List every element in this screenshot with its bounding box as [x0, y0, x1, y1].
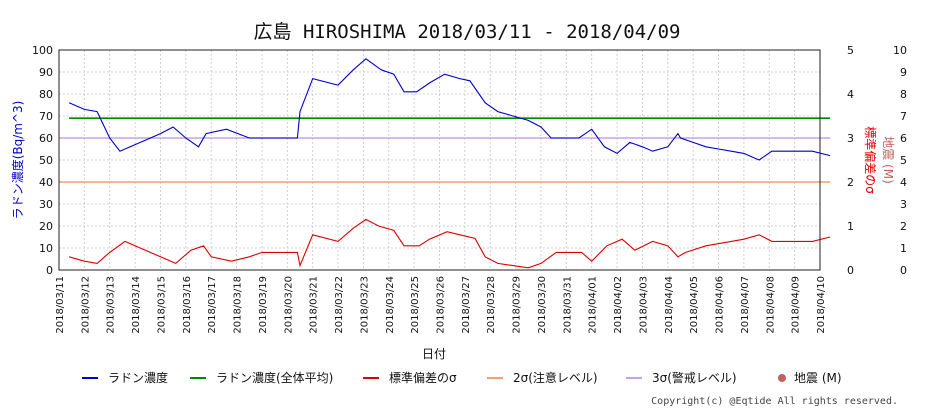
x-tick-label: 2018/03/22: [334, 276, 345, 334]
x-tick-label: 2018/04/09: [791, 276, 802, 334]
copyright-text: Copyright(c) @Eqtide All rights reserved…: [651, 396, 898, 407]
x-tick-label: 2018/03/28: [486, 276, 497, 334]
left-axis-ticks: 0 10 20 30 40 50 60 70 80 90 100: [32, 44, 53, 277]
left-tick-label: 20: [39, 220, 53, 233]
series-line-0: [68, 58, 831, 161]
legend-label-4: 3σ(警戒レベル): [652, 370, 737, 385]
left-tick-label: 40: [39, 176, 53, 189]
magnitude-tick-label: 4: [900, 176, 907, 189]
x-tick-label: 2018/04/02: [613, 276, 624, 334]
y-axis-label-left: ラドン濃度(Bq/m^3): [10, 101, 25, 220]
sigma-tick-label: 5: [847, 44, 854, 57]
x-tick-label: 2018/03/21: [309, 276, 320, 334]
legend-label-3: 2σ(注意レベル): [513, 370, 598, 385]
x-tick-label: 2018/04/05: [689, 276, 700, 334]
legend-label-0: ラドン濃度: [108, 370, 168, 385]
left-tick-label: 90: [39, 66, 53, 79]
legend: ラドン濃度 ラドン濃度(全体平均) 標準偏差のσ 2σ(注意レベル) 3σ(警戒レベル)…: [82, 370, 842, 385]
left-tick-label: 80: [39, 88, 53, 101]
x-tick-label: 2018/03/13: [106, 276, 117, 334]
grid: [58, 49, 821, 271]
x-axis-ticks: 2018/03/11 2018/03/12 2018/03/13 2018/03/14…: [55, 276, 827, 334]
x-tick-label: 2018/04/03: [638, 276, 649, 334]
x-axis-label: 日付: [422, 347, 446, 361]
left-tick-label: 60: [39, 132, 53, 145]
x-tick-label: 2018/04/08: [765, 276, 776, 334]
legend-label-5: 地震 (M): [794, 371, 842, 385]
left-tick-label: 50: [39, 154, 53, 167]
x-tick-label: 2018/03/19: [258, 276, 269, 334]
x-tick-label: 2018/03/25: [410, 276, 421, 334]
x-tick-label: 2018/03/29: [512, 276, 523, 334]
x-tick-label: 2018/04/04: [664, 276, 675, 334]
sigma-tick-label: 4: [847, 88, 854, 101]
x-tick-label: 2018/04/10: [816, 276, 827, 334]
series-line-2: [68, 218, 831, 269]
sigma-tick-label: 2: [847, 176, 854, 189]
left-tick-label: 30: [39, 198, 53, 211]
x-tick-label: 2018/04/01: [588, 276, 599, 334]
magnitude-tick-label: 5: [900, 154, 907, 167]
left-tick-label: 0: [46, 264, 53, 277]
legend-swatch-5: [778, 374, 786, 382]
x-tick-label: 2018/03/24: [385, 276, 396, 334]
x-tick-label: 2018/03/12: [80, 276, 91, 334]
magnitude-tick-label: 3: [900, 198, 907, 211]
left-tick-label: 70: [39, 110, 53, 123]
x-tick-label: 2018/03/26: [436, 276, 447, 334]
legend-label-1: ラドン濃度(全体平均): [216, 370, 333, 385]
x-tick-label: 2018/03/15: [156, 276, 167, 334]
x-tick-label: 2018/03/23: [359, 276, 370, 334]
x-tick-label: 2018/03/14: [131, 276, 142, 334]
x-tick-label: 2018/03/31: [562, 276, 573, 334]
y-axis-label-sigma: 標準偏差のσ: [863, 126, 878, 194]
magnitude-tick-label: 7: [900, 110, 907, 123]
x-tick-label: 2018/04/06: [715, 276, 726, 334]
reference-lines: [59, 117, 831, 183]
magnitude-tick-label: 1: [900, 242, 907, 255]
magnitude-tick-label: 0: [900, 264, 907, 277]
x-tick-label: 2018/04/07: [740, 276, 751, 334]
x-tick-label: 2018/03/16: [182, 276, 193, 334]
x-tick-label: 2018/03/17: [207, 276, 218, 334]
sigma-tick-label: 3: [847, 132, 854, 145]
left-tick-label: 10: [39, 242, 53, 255]
sigma-axis-ticks: 0 1 2 3 4 5: [847, 44, 854, 277]
x-tick-label: 2018/03/27: [461, 276, 472, 334]
sigma-tick-label: 1: [847, 220, 854, 233]
magnitude-tick-label: 8: [900, 88, 907, 101]
plot-frame: [58, 49, 821, 271]
x-tick-label: 2018/03/20: [283, 276, 294, 334]
magnitude-axis-ticks: 0 1 2 3 4 5 6 7 8 9 10: [893, 44, 907, 277]
x-tick-label: 2018/03/30: [537, 276, 548, 334]
magnitude-tick-label: 10: [893, 44, 907, 57]
series-lines: [68, 58, 831, 269]
magnitude-tick-label: 9: [900, 66, 907, 79]
x-tick-label: 2018/03/11: [55, 276, 66, 334]
sigma-tick-label: 0: [847, 264, 854, 277]
x-tick-label: 2018/03/18: [233, 276, 244, 334]
chart-title: 広島 HIROSHIMA 2018/03/11 - 2018/04/09: [254, 21, 681, 43]
magnitude-tick-label: 2: [900, 220, 907, 233]
magnitude-tick-label: 6: [900, 132, 907, 145]
y-axis-label-magnitude: 地震 (M): [881, 136, 895, 184]
legend-label-2: 標準偏差のσ: [389, 370, 457, 385]
left-tick-label: 100: [32, 44, 53, 57]
